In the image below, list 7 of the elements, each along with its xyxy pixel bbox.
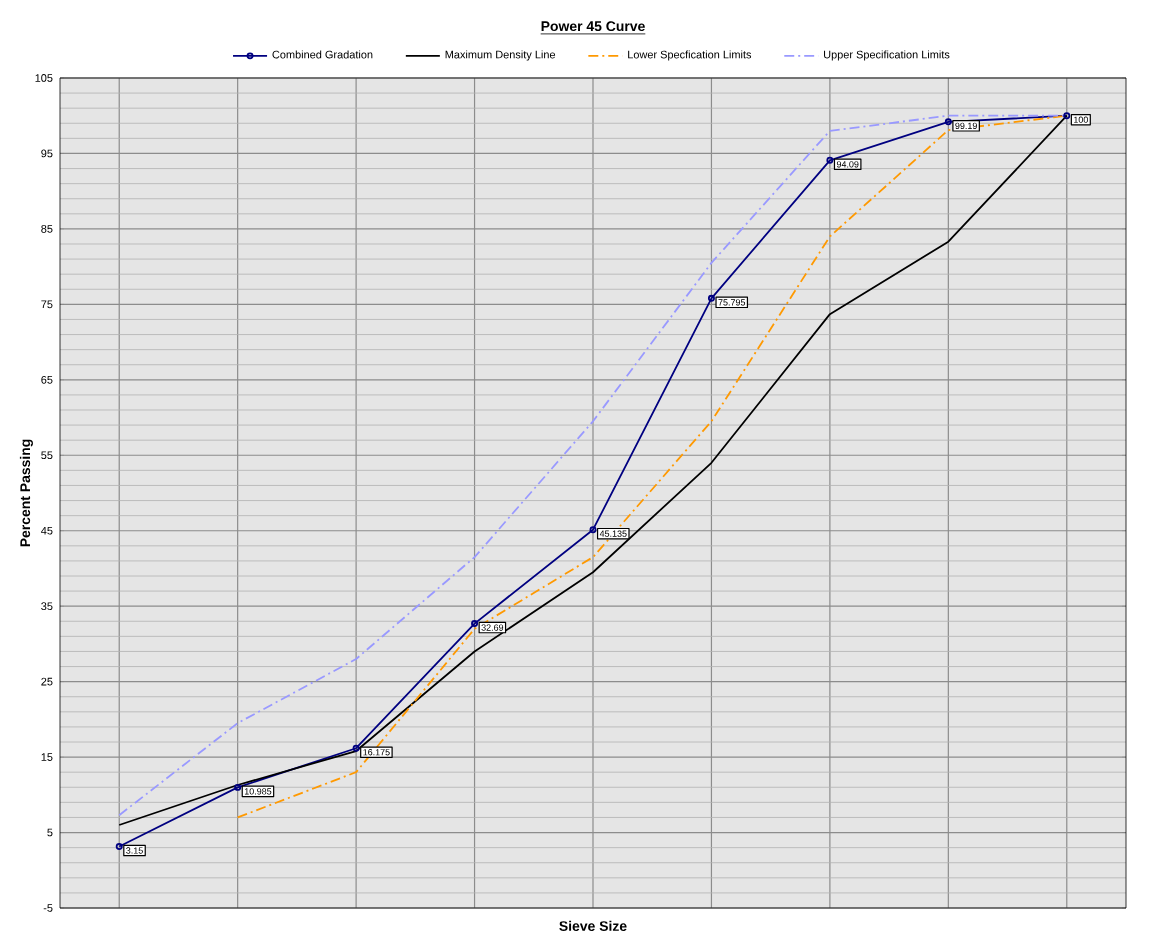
point xyxy=(471,620,479,628)
point xyxy=(234,783,242,791)
point xyxy=(826,156,834,164)
point xyxy=(352,744,360,752)
point xyxy=(707,294,715,302)
point xyxy=(589,526,597,534)
point xyxy=(944,118,952,126)
